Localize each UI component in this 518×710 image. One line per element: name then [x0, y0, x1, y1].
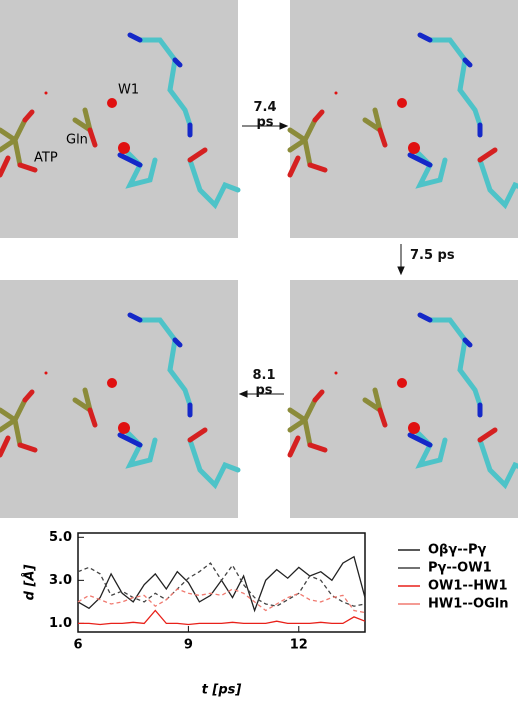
series-line [78, 557, 365, 611]
legend-label: OW1--HW1 [428, 579, 508, 594]
label-gln: Gln [66, 133, 88, 148]
y-tick-label: 3.0 [49, 573, 72, 588]
x-axis-label: t [ps] [202, 683, 242, 698]
label-w1: W1 [118, 83, 139, 98]
legend-label: Pγ--OW1 [428, 561, 492, 576]
transition-label: 8.1 ps [247, 368, 281, 398]
y-axis-label: d [Å] [22, 565, 38, 601]
x-tick-label: 12 [290, 638, 308, 653]
snapshot [290, 0, 518, 238]
y-tick-label: 5.0 [49, 530, 72, 545]
snapshot [0, 0, 238, 238]
snapshot [0, 280, 238, 518]
legend-label: HW1--OGln [428, 597, 509, 612]
line-chart: 1.0 3.0 5.0 6 9 12 t [ps] d [Å] Oβγ--Pγ Pγ--OW1 OW… [22, 530, 509, 698]
page: W1 Gln ATP 1.0 3.0 5.0 6 9 12 t [ps] d [Å] Oβγ--… [0, 0, 518, 706]
x-tick-label: 6 [73, 638, 82, 653]
x-tick-label: 9 [184, 638, 193, 653]
snapshot [290, 280, 518, 518]
legend-label: Oβγ--Pγ [428, 543, 487, 558]
label-atp: ATP [34, 151, 58, 166]
transition-label: 7.5 ps [410, 248, 470, 263]
transition-label: 7.4 ps [248, 100, 282, 130]
series-line [78, 611, 365, 625]
series-line [78, 563, 365, 606]
y-tick-label: 1.0 [49, 616, 72, 631]
